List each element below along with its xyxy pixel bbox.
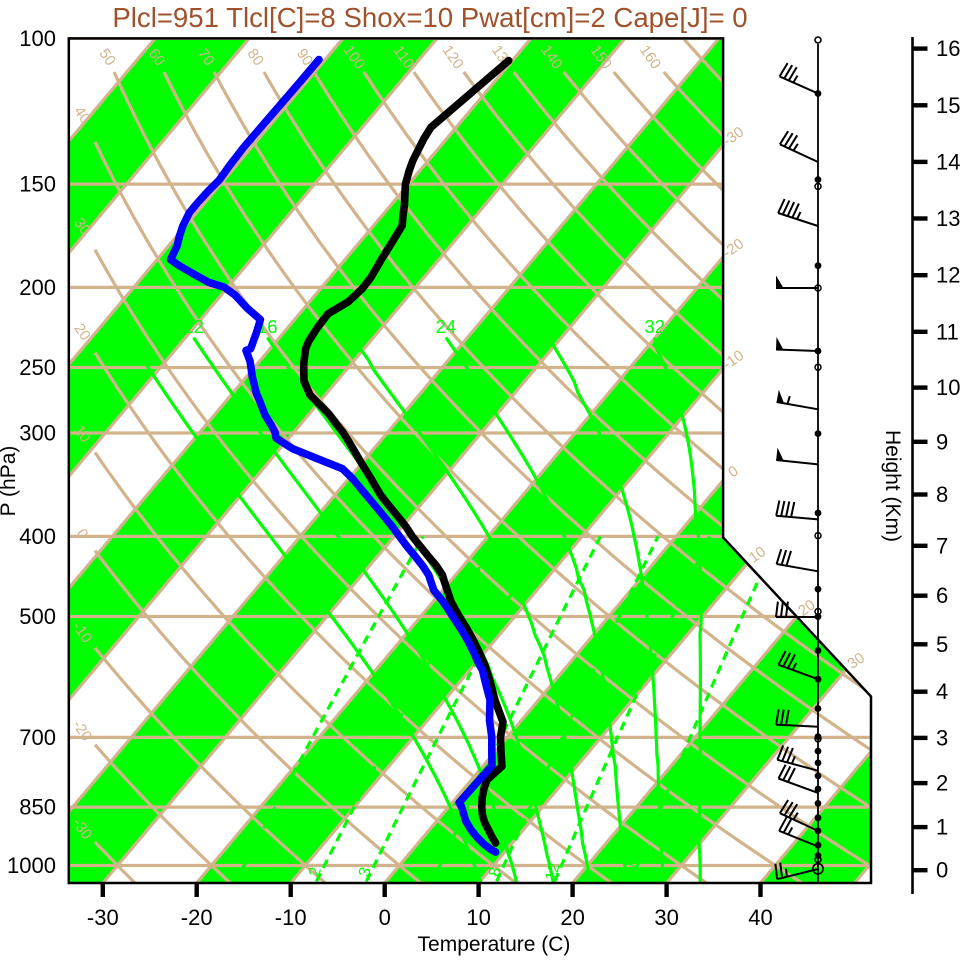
svg-text:15: 15 (936, 93, 960, 118)
svg-text:30: 30 (654, 905, 678, 930)
svg-text:40: 40 (748, 905, 772, 930)
svg-text:6: 6 (936, 583, 948, 608)
svg-text:9: 9 (936, 429, 948, 454)
svg-text:10: 10 (936, 375, 960, 400)
svg-text:P (hPa): P (hPa) (0, 446, 20, 517)
svg-text:0: 0 (379, 905, 391, 930)
svg-text:Plcl=951 Tlcl[C]=8 Shox=10 Pwa: Plcl=951 Tlcl[C]=8 Shox=10 Pwat[cm]=2 Ca… (112, 2, 747, 33)
svg-text:20: 20 (342, 316, 363, 337)
svg-text:2: 2 (936, 771, 948, 796)
svg-text:16: 16 (936, 36, 960, 61)
svg-text:8: 8 (936, 482, 948, 507)
svg-text:Temperature (C): Temperature (C) (418, 933, 571, 956)
svg-text:250: 250 (19, 355, 56, 380)
svg-text:-10: -10 (275, 905, 307, 930)
svg-text:-20: -20 (181, 905, 213, 930)
svg-text:850: 850 (19, 795, 56, 820)
svg-text:12: 12 (183, 316, 204, 337)
svg-text:-30: -30 (87, 905, 119, 930)
svg-text:32: 32 (644, 316, 665, 337)
svg-text:20: 20 (560, 905, 584, 930)
svg-text:11: 11 (936, 319, 959, 344)
svg-text:24: 24 (436, 316, 457, 337)
svg-text:5: 5 (936, 632, 948, 657)
svg-text:13: 13 (936, 206, 960, 231)
svg-text:1: 1 (936, 815, 948, 840)
svg-text:0: 0 (936, 858, 948, 883)
svg-text:1000: 1000 (7, 853, 56, 878)
svg-text:7: 7 (936, 533, 948, 558)
svg-text:500: 500 (19, 604, 56, 629)
svg-text:400: 400 (19, 524, 56, 549)
svg-text:100: 100 (19, 26, 56, 51)
svg-text:3: 3 (936, 725, 948, 750)
svg-text:Height (Km): Height (Km) (881, 430, 904, 542)
svg-text:8: 8 (124, 316, 134, 337)
svg-text:12: 12 (936, 263, 960, 288)
svg-text:28: 28 (538, 316, 559, 337)
svg-text:300: 300 (19, 421, 56, 446)
svg-text:700: 700 (19, 725, 56, 750)
svg-text:150: 150 (19, 172, 56, 197)
svg-text:200: 200 (19, 275, 56, 300)
svg-text:14: 14 (936, 149, 960, 174)
svg-text:10: 10 (466, 905, 490, 930)
svg-text:4: 4 (936, 679, 948, 704)
